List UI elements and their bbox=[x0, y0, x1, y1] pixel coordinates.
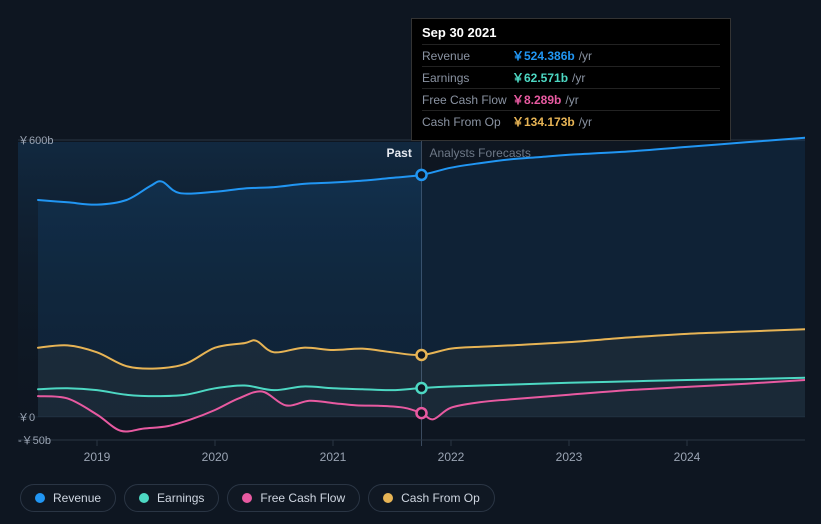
tooltip-row: Cash From Op￥134.173b/yr bbox=[422, 110, 720, 132]
tooltip-row: Earnings￥62.571b/yr bbox=[422, 66, 720, 88]
tooltip-row: Free Cash Flow￥8.289b/yr bbox=[422, 88, 720, 110]
y-tick-label: ￥0 bbox=[18, 409, 35, 425]
tooltip-row: Revenue￥524.386b/yr bbox=[422, 44, 720, 66]
legend-swatch-icon bbox=[242, 493, 252, 503]
tooltip-row-label: Earnings bbox=[422, 71, 512, 85]
legend-swatch-icon bbox=[383, 493, 393, 503]
y-tick-label: ￥600b bbox=[18, 132, 53, 148]
tooltip-row-unit: /yr bbox=[565, 93, 578, 107]
tooltip-row-unit: /yr bbox=[579, 49, 592, 63]
x-tick-label: 2019 bbox=[84, 450, 111, 464]
x-tick-label: 2022 bbox=[438, 450, 465, 464]
tooltip-row-unit: /yr bbox=[572, 71, 585, 85]
tooltip-row-unit: /yr bbox=[579, 115, 592, 129]
hover-tooltip: Sep 30 2021 Revenue￥524.386b/yrEarnings￥… bbox=[411, 18, 731, 141]
legend-swatch-icon bbox=[139, 493, 149, 503]
legend-item-cash_from_op[interactable]: Cash From Op bbox=[368, 484, 495, 512]
legend: Revenue Earnings Free Cash Flow Cash From O… bbox=[20, 484, 495, 512]
past-section-label: Past bbox=[387, 146, 412, 160]
financial-chart: ￥600b ￥0 -￥50b Past Analysts Forecasts 201… bbox=[18, 0, 805, 524]
tooltip-row-value: ￥524.386b bbox=[512, 47, 575, 64]
x-axis: 2019 2020 2021 2022 2023 2024 bbox=[18, 450, 805, 470]
legend-label: Free Cash Flow bbox=[260, 491, 345, 505]
legend-item-revenue[interactable]: Revenue bbox=[20, 484, 116, 512]
legend-item-earnings[interactable]: Earnings bbox=[124, 484, 219, 512]
x-tick-label: 2021 bbox=[320, 450, 347, 464]
marker-earnings bbox=[417, 383, 427, 393]
x-tick-label: 2024 bbox=[674, 450, 701, 464]
tooltip-row-label: Cash From Op bbox=[422, 115, 512, 129]
tooltip-row-label: Revenue bbox=[422, 49, 512, 63]
forecast-section-label: Analysts Forecasts bbox=[430, 146, 531, 160]
tooltip-row-value: ￥8.289b bbox=[512, 91, 561, 108]
legend-swatch-icon bbox=[35, 493, 45, 503]
marker-revenue bbox=[417, 170, 427, 180]
tooltip-row-value: ￥134.173b bbox=[512, 113, 575, 130]
legend-label: Revenue bbox=[53, 491, 101, 505]
tooltip-row-value: ￥62.571b bbox=[512, 69, 568, 86]
marker-free_cash_flow bbox=[417, 408, 427, 418]
tooltip-date: Sep 30 2021 bbox=[422, 25, 720, 40]
marker-cash_from_op bbox=[417, 350, 427, 360]
y-tick-label: -￥50b bbox=[18, 432, 51, 448]
x-tick-label: 2020 bbox=[202, 450, 229, 464]
tooltip-row-label: Free Cash Flow bbox=[422, 93, 512, 107]
legend-item-free_cash_flow[interactable]: Free Cash Flow bbox=[227, 484, 360, 512]
legend-label: Cash From Op bbox=[401, 491, 480, 505]
legend-label: Earnings bbox=[157, 491, 204, 505]
x-tick-label: 2023 bbox=[556, 450, 583, 464]
